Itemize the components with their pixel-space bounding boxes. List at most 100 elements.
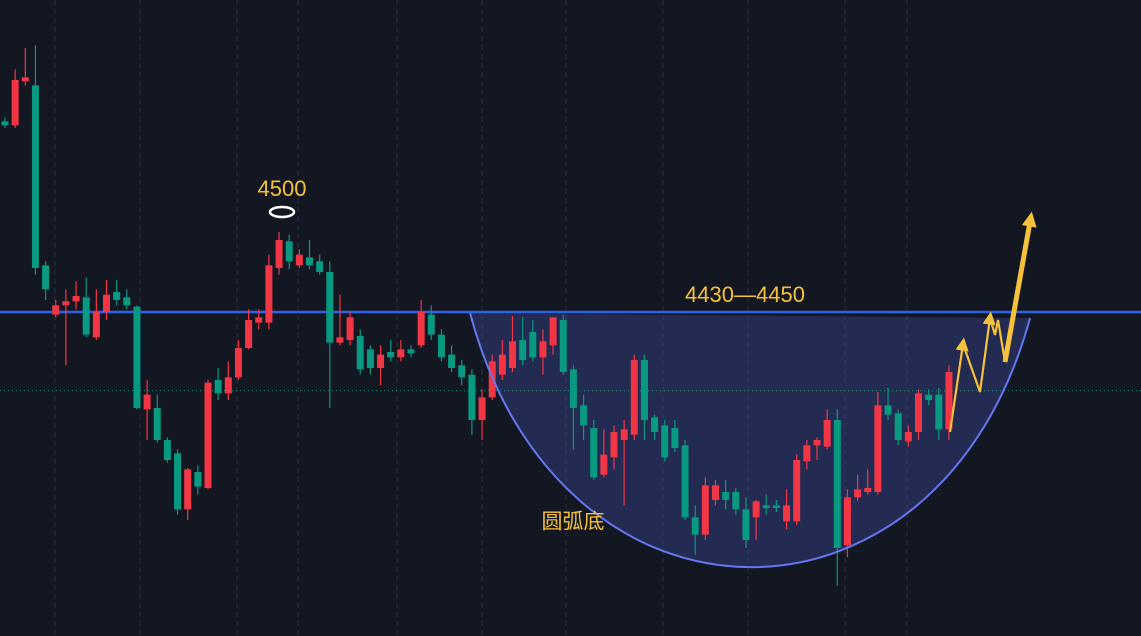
arrow <box>961 311 996 393</box>
candle-body <box>11 80 19 126</box>
candle-body <box>742 509 750 540</box>
rounding-bottom-arc <box>469 312 1031 568</box>
candle-body <box>458 365 466 378</box>
arrow <box>1002 211 1037 363</box>
candle-body <box>316 261 324 272</box>
candle-body <box>448 354 456 368</box>
candle-body <box>894 413 902 440</box>
candle-body <box>326 272 334 343</box>
candle-body <box>752 501 760 518</box>
candle-body <box>498 354 506 375</box>
candle-body <box>437 334 445 358</box>
candle-body <box>306 257 313 266</box>
candle-body <box>762 505 770 508</box>
candle-body <box>701 485 709 535</box>
candle-body <box>103 294 110 312</box>
candle-body <box>92 312 100 338</box>
candle-body <box>590 428 598 478</box>
candle-body <box>417 312 425 346</box>
candle-body <box>234 348 242 378</box>
candle-body <box>1 121 9 126</box>
candle-body <box>539 341 547 358</box>
candle-body <box>843 497 851 546</box>
candle-body <box>468 374 476 420</box>
candle-body <box>123 297 131 306</box>
candle-body <box>529 332 537 358</box>
candle-body <box>153 408 161 440</box>
candle-body <box>803 445 811 462</box>
candle-body <box>519 340 527 360</box>
candle-body <box>275 240 283 268</box>
candle-body <box>691 517 699 535</box>
candle-body <box>651 417 659 432</box>
candle-body <box>722 492 730 500</box>
candle-body <box>478 397 486 420</box>
peak-label: 4500 <box>258 176 307 201</box>
candle-body <box>580 405 588 426</box>
candle-body <box>640 360 648 420</box>
candle-body <box>295 254 303 266</box>
candle-body <box>204 382 212 488</box>
candle-body <box>255 317 263 323</box>
candle-body <box>671 428 679 448</box>
candle-body <box>925 394 933 400</box>
projection-arrows <box>948 211 1037 433</box>
candle-body <box>681 445 689 518</box>
candle-body <box>62 301 70 306</box>
candle-body <box>915 393 922 432</box>
candle-body <box>620 429 628 440</box>
arrow <box>948 337 969 433</box>
candle-body <box>833 420 841 548</box>
candle-body <box>600 454 608 475</box>
levels <box>0 310 1141 392</box>
peak-marker <box>268 205 296 219</box>
candle-body <box>904 432 912 442</box>
candle-body <box>397 349 405 358</box>
candle-body <box>194 472 202 487</box>
candle-body <box>630 360 638 435</box>
candle-body <box>72 296 80 302</box>
candle-body <box>712 485 719 500</box>
candle-body <box>336 337 344 343</box>
candle-body <box>772 505 780 508</box>
candle-body <box>82 297 90 335</box>
candle-body <box>945 372 953 430</box>
candle-body <box>31 85 39 268</box>
candle-body <box>42 265 50 290</box>
pattern-fill <box>470 313 1030 568</box>
candle-body <box>661 425 669 458</box>
candle-body <box>377 354 385 368</box>
candle-body <box>356 336 364 370</box>
candle-body <box>285 241 293 262</box>
candle-body <box>935 394 943 430</box>
candle-body <box>793 460 801 522</box>
candle-body <box>610 432 618 458</box>
candle-body <box>143 394 151 410</box>
candle-body <box>549 317 557 346</box>
candle-body <box>214 380 222 394</box>
candle-body <box>21 77 29 82</box>
candle-body <box>174 453 182 510</box>
candle-body <box>366 349 374 368</box>
candle-body <box>783 505 791 522</box>
candle-body <box>265 265 273 323</box>
candle-body <box>163 440 171 460</box>
candle-body <box>113 292 121 300</box>
candle-body <box>823 420 831 447</box>
candle-body <box>387 352 395 358</box>
pattern-label: 圆弧底 <box>542 511 605 534</box>
candle-body <box>874 405 882 492</box>
candle-body <box>133 306 141 408</box>
candle-body <box>407 349 415 354</box>
candle-body <box>224 377 232 394</box>
candle-body <box>427 314 435 335</box>
candle-body <box>813 440 821 446</box>
candle-body <box>52 305 60 315</box>
candle-body <box>245 320 253 348</box>
candle-body <box>184 469 192 510</box>
resistance-label: 4430—4450 <box>685 282 805 307</box>
candle-body <box>569 369 577 408</box>
candle-body <box>509 341 516 368</box>
